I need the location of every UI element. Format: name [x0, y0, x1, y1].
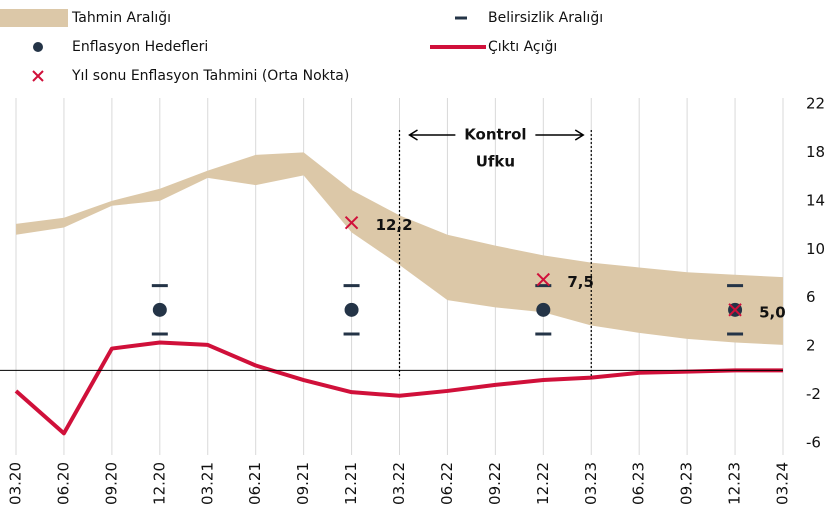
- legend-swatch: [32, 70, 44, 82]
- x-tick-label: 03.21: [198, 462, 216, 505]
- y-tick-label: -6: [806, 434, 821, 452]
- y-tick-label: 22: [806, 95, 825, 113]
- legend: Tahmin Aralığı Belirsizlik Aralığı Enflasy…: [0, 9, 603, 84]
- legend-label: Enflasyon Hedefleri: [72, 39, 208, 55]
- data-label: 12,2: [376, 216, 413, 234]
- output-gap-line: [14, 340, 783, 436]
- legend-label: Çıktı Açığı: [488, 39, 557, 55]
- legend-swatch: [33, 42, 43, 52]
- target-point: [344, 302, 359, 317]
- y-tick-label: 14: [806, 191, 825, 209]
- forecast-cross: [344, 215, 359, 230]
- x-tick-label: 12.23: [726, 462, 744, 505]
- x-tick-label: 03.22: [390, 462, 408, 505]
- x-tick-label: 09.22: [486, 462, 504, 505]
- annotation-text: Kontrol: [464, 126, 526, 144]
- data-label: 5,0: [759, 303, 786, 321]
- y-tick-label: 2: [806, 337, 816, 355]
- x-tick-label: 12.22: [534, 462, 552, 505]
- x-tick-label: 06.21: [246, 462, 264, 505]
- y-tick-label: -2: [806, 385, 821, 403]
- forecast-cross: [728, 303, 742, 317]
- x-tick-label: 03.24: [774, 462, 792, 505]
- legend-label: Belirsizlik Aralığı: [488, 10, 603, 26]
- x-tick-label: 06.23: [630, 462, 648, 505]
- x-tick-label: 09.23: [678, 462, 696, 505]
- target-point: [536, 302, 551, 317]
- x-tick-label: 06.22: [438, 462, 456, 505]
- x-tick-label: 06.20: [54, 462, 72, 505]
- x-tick-label: 09.21: [294, 462, 312, 505]
- forecast-cross: [536, 272, 551, 287]
- legend-swatch: [0, 9, 68, 27]
- x-tick-label: 09.20: [102, 462, 120, 505]
- x-tick-label: 12.21: [342, 462, 360, 505]
- target-point: [152, 302, 167, 317]
- data-label: 7,5: [567, 273, 594, 291]
- legend-label: Tahmin Aralığı: [71, 10, 171, 26]
- x-tick-label: 03.23: [582, 462, 600, 505]
- annotation-arrow: [408, 129, 456, 141]
- y-tick-label: 6: [806, 288, 816, 306]
- x-tick-label: 12.20: [150, 462, 168, 505]
- y-tick-label: 18: [806, 143, 825, 161]
- x-tick-label: 03.20: [7, 462, 25, 505]
- legend-label: Yıl sonu Enflasyon Tahmini (Orta Nokta): [71, 68, 349, 84]
- annotation-text: Ufku: [476, 153, 515, 171]
- annotation-arrow: [535, 129, 585, 141]
- y-tick-label: 10: [806, 240, 825, 258]
- forecast-band: [16, 152, 783, 345]
